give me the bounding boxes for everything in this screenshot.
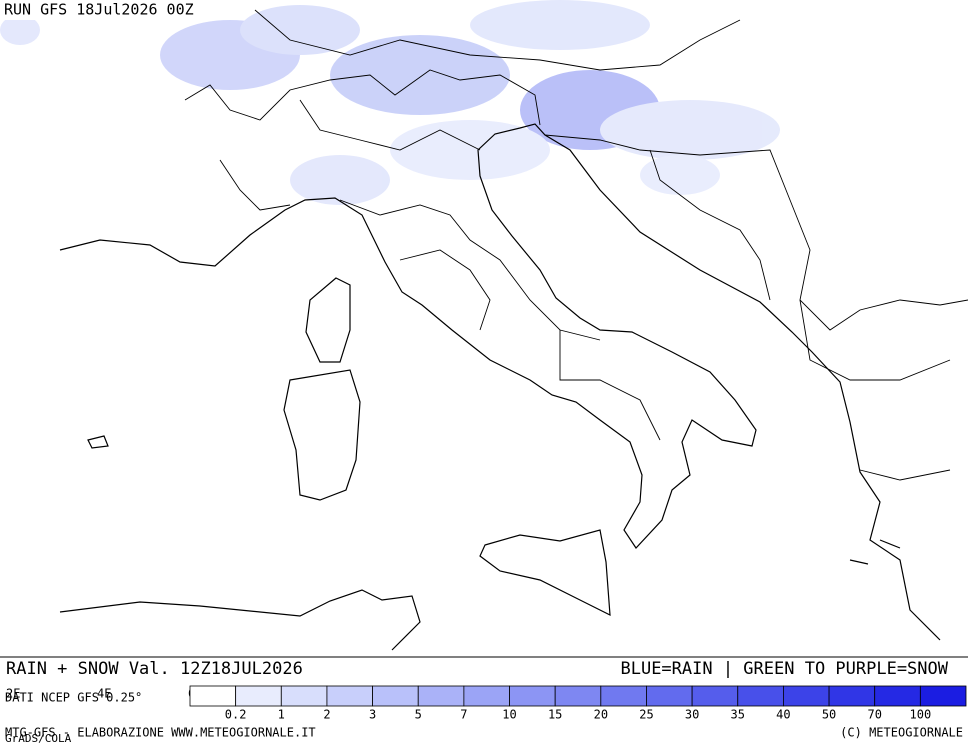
colorbar-label: 40 <box>776 708 790 722</box>
software: GrADS/COLA <box>5 732 72 745</box>
colorbar-box <box>919 685 967 707</box>
colorbar-label: 10 <box>502 708 516 722</box>
longitude-label: 4E <box>97 687 111 701</box>
colorbar-box <box>326 685 373 707</box>
credit: MTG-GFS - ELABORAZIONE WWW.METEOGIORNALE… <box>5 726 316 740</box>
colorbar-box <box>235 685 282 707</box>
colorbar-box <box>828 685 876 707</box>
coastlines <box>59 123 941 651</box>
colorbar-label: 3 <box>369 708 376 722</box>
run-label: RUN GFS 18Jul2026 00Z <box>4 1 194 19</box>
colorbar-label: 1 <box>278 708 285 722</box>
colorbar-label: 70 <box>867 708 881 722</box>
colorbar-box <box>737 685 784 707</box>
colorbar-box <box>600 685 647 707</box>
colorbar: 0.2 1 2 3 5 7 10 15 20 25 30 35 40 50 70 100 <box>189 685 967 722</box>
run-label-bg <box>0 0 240 20</box>
colorbar-label: 0.2 <box>225 708 247 722</box>
colorbar-label: 2 <box>323 708 330 722</box>
colorbar-label: 35 <box>731 708 745 722</box>
colorbar-box <box>646 685 693 707</box>
longitude-label: 2E <box>6 687 20 701</box>
colorbar-label: 7 <box>460 708 467 722</box>
borders <box>184 9 968 481</box>
colorbar-label: 5 <box>415 708 422 722</box>
colorbar-box <box>874 685 921 707</box>
colorbar-box <box>554 685 602 707</box>
colorbar-box <box>417 685 465 707</box>
colorbar-box <box>783 685 830 707</box>
colorbar-box <box>280 685 328 707</box>
colorbar-label: 100 <box>910 708 932 722</box>
colorbar-box <box>509 685 556 707</box>
colorbar-box <box>463 685 510 707</box>
footer-title: RAIN + SNOW Val. 12Z18JUL2026 <box>6 659 303 679</box>
precipitation-field <box>0 0 780 205</box>
colorbar-label: 50 <box>822 708 836 722</box>
legend-note: BLUE=RAIN | GREEN TO PURPLE=SNOW <box>620 659 948 679</box>
colorbar-box <box>691 685 739 707</box>
colorbar-label: 30 <box>685 708 699 722</box>
colorbar-box <box>372 685 419 707</box>
colorbar-label: 25 <box>639 708 653 722</box>
colorbar-label: 20 <box>594 708 608 722</box>
colorbar-label: 15 <box>548 708 562 722</box>
copyright: (C) METEOGIORNALE <box>840 726 963 740</box>
source: DATI NCEP GFS 0.25° <box>5 691 142 705</box>
colorbar-box <box>189 685 237 707</box>
